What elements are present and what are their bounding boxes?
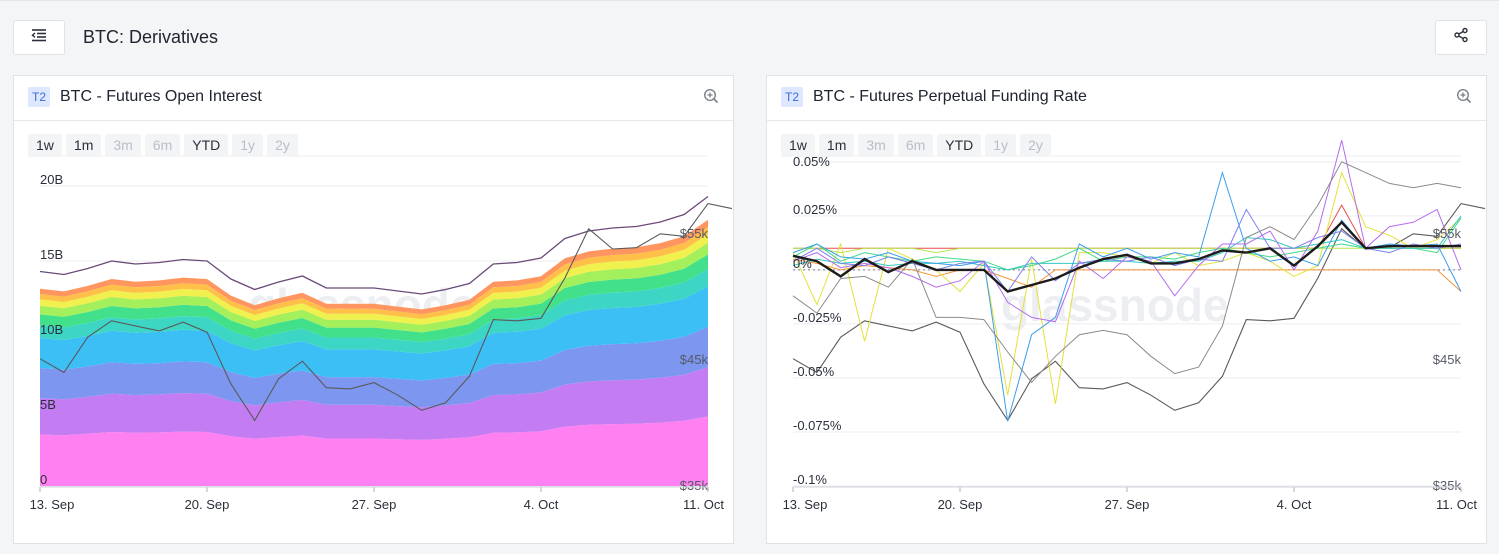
panel-title: BTC - Futures Perpetual Funding Rate	[813, 88, 1087, 105]
range-button-1y: 1y	[232, 134, 264, 157]
range-button-3m: 3m	[105, 134, 141, 157]
funding-line-series-8	[792, 208, 1462, 293]
range-button-ytd[interactable]: YTD	[937, 134, 982, 157]
y-tick-label: 10B	[40, 322, 63, 337]
panel-header: T2 BTC - Futures Perpetual Funding Rate	[767, 76, 1486, 121]
range-selector: 1w 1m 3m 6m YTD 1y 2y	[28, 134, 298, 157]
y-tick-label: 15B	[40, 247, 63, 262]
share-icon	[1453, 27, 1469, 48]
y-tick-label: 0.025%	[793, 202, 838, 217]
x-tick-label: 20. Sep	[185, 497, 230, 512]
x-tick-label: 20. Sep	[938, 497, 983, 512]
range-button-1m[interactable]: 1m	[65, 134, 102, 157]
y-tick-label: 0%	[793, 256, 812, 271]
sidebar-toggle-button[interactable]	[13, 20, 65, 55]
right-axis-label: $55k	[680, 226, 709, 241]
btc-price-line	[39, 202, 733, 422]
y-tick-label: -0.025%	[793, 310, 842, 325]
top-divider	[0, 0, 1499, 1]
range-button-3m: 3m	[858, 134, 894, 157]
range-button-6m: 6m	[144, 134, 181, 157]
panel-header: T2 BTC - Futures Open Interest	[14, 76, 733, 121]
right-axis-label: $35k	[680, 478, 709, 493]
page-title: BTC: Derivatives	[83, 27, 219, 47]
y-tick-label: 5B	[40, 397, 56, 412]
x-tick-label: 4. Oct	[1277, 497, 1312, 512]
funding-line-average	[792, 220, 1461, 293]
zoom-icon[interactable]	[703, 88, 719, 109]
right-axis-label: $45k	[680, 352, 709, 367]
tier-badge: T2	[28, 87, 50, 107]
range-button-6m: 6m	[897, 134, 934, 157]
x-tick-label: 27. Sep	[1105, 497, 1150, 512]
y-tick-label: 20B	[40, 172, 63, 187]
top-bar: BTC: Derivatives	[0, 0, 1499, 75]
funding-rate-panel: glassnode 0.05% 0.025% 0% -0.025% -0.05% -0.07…	[766, 75, 1487, 544]
range-button-1m[interactable]: 1m	[818, 134, 855, 157]
funding-line-series-10	[792, 161, 1462, 384]
range-button-2y: 2y	[267, 134, 298, 157]
x-tick-label: 27. Sep	[352, 497, 397, 512]
x-tick-label: 13. Sep	[783, 497, 828, 512]
panel-title: BTC - Futures Open Interest	[60, 88, 262, 105]
range-button-1w[interactable]: 1w	[781, 134, 815, 157]
oi-area-series-5	[40, 268, 708, 354]
funding-line-series-9	[792, 140, 1462, 323]
range-selector: 1w 1m 3m 6m YTD 1y 2y	[781, 134, 1051, 157]
range-button-1y: 1y	[985, 134, 1017, 157]
oi-area-series-3	[40, 326, 708, 408]
x-tick-label: 11. Oct	[683, 497, 724, 512]
right-axis-label: $55k	[1433, 226, 1462, 241]
share-button[interactable]	[1435, 20, 1487, 55]
oi-total-line	[39, 195, 709, 295]
y-tick-label: -0.075%	[793, 418, 842, 433]
oi-area-series-4	[40, 286, 708, 381]
x-tick-label: 4. Oct	[524, 497, 559, 512]
menu-collapse-icon	[31, 28, 47, 47]
y-tick-label: -0.1%	[793, 472, 827, 487]
x-tick-label: 11. Oct	[1436, 497, 1477, 512]
right-axis-label: $45k	[1433, 352, 1462, 367]
zoom-icon[interactable]	[1456, 88, 1472, 109]
funding-rate-chart: glassnode 0.05% 0.025% 0% -0.025% -0.05% -0.07…	[783, 140, 1486, 512]
range-button-ytd[interactable]: YTD	[184, 134, 229, 157]
y-tick-label: -0.05%	[793, 364, 835, 379]
oi-area-series-2	[40, 367, 708, 440]
tier-badge: T2	[781, 87, 803, 107]
range-button-2y: 2y	[1020, 134, 1051, 157]
oi-area-series-1	[40, 416, 708, 486]
y-tick-label: 0.05%	[793, 154, 830, 169]
right-axis-label: $35k	[1433, 478, 1462, 493]
x-tick-label: 13. Sep	[30, 497, 75, 512]
range-button-1w[interactable]: 1w	[28, 134, 62, 157]
watermark-text: glassnode	[1001, 279, 1229, 331]
y-tick-label: 0	[40, 472, 47, 487]
